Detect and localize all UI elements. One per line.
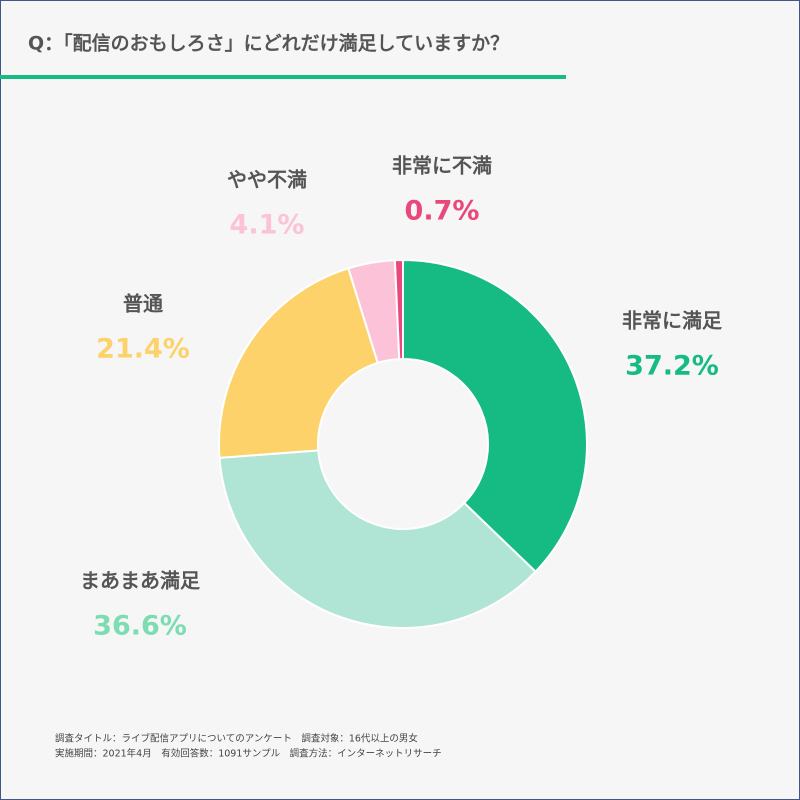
- value-label: 4.1%: [230, 210, 305, 241]
- slice: [218, 267, 380, 459]
- legend-label: まあまあ満足: [80, 569, 201, 593]
- slice: [218, 449, 537, 629]
- value-label: 37.2%: [625, 351, 719, 382]
- value-label: 36.6%: [93, 611, 187, 642]
- value-label: 0.7%: [405, 196, 480, 227]
- legend-label: 非常に満足: [622, 309, 723, 333]
- slice: [393, 258, 404, 361]
- slice: [402, 258, 588, 574]
- value-label: 21.4%: [96, 334, 190, 365]
- legend-label: やや不満: [227, 168, 307, 192]
- chart-title: Q：「配信のおもしろさ」にどれだけ満足していますか？: [28, 32, 509, 55]
- footnote: 実施期間：2021年4月 有効回答数：1091サンプル 調査方法：インターネット…: [55, 748, 442, 760]
- title-underline: [0, 75, 566, 79]
- footnote: 調査タイトル：ライブ配信アプリについてのアンケート 調査対象：16代以上の男女: [55, 733, 418, 745]
- legend-label: 普通: [123, 292, 163, 316]
- legend-label: 非常に不満: [392, 154, 492, 178]
